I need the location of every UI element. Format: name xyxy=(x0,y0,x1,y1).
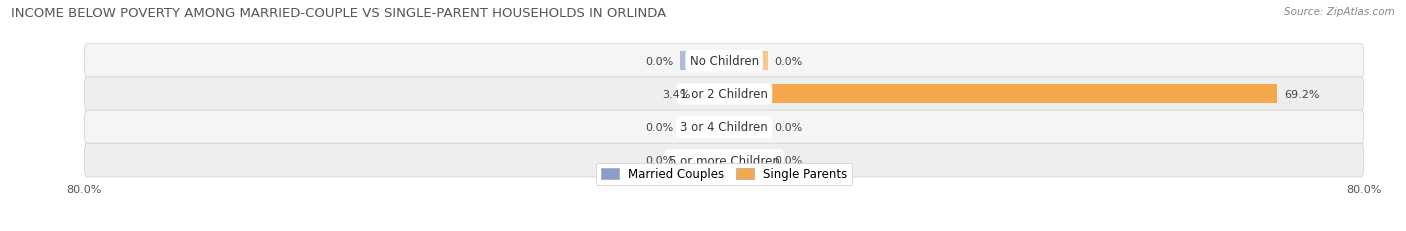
FancyBboxPatch shape xyxy=(84,45,1364,78)
Text: 0.0%: 0.0% xyxy=(645,122,673,132)
Bar xyxy=(724,118,768,137)
Text: 0.0%: 0.0% xyxy=(775,56,803,66)
Bar xyxy=(681,52,724,71)
Text: 69.2%: 69.2% xyxy=(1284,89,1319,99)
Bar xyxy=(681,118,724,137)
Legend: Married Couples, Single Parents: Married Couples, Single Parents xyxy=(596,163,852,185)
Bar xyxy=(724,52,768,71)
Text: 3.4%: 3.4% xyxy=(662,89,690,99)
Text: INCOME BELOW POVERTY AMONG MARRIED-COUPLE VS SINGLE-PARENT HOUSEHOLDS IN ORLINDA: INCOME BELOW POVERTY AMONG MARRIED-COUPL… xyxy=(11,7,666,20)
FancyBboxPatch shape xyxy=(84,143,1364,177)
Bar xyxy=(724,151,768,170)
Text: 0.0%: 0.0% xyxy=(775,155,803,165)
Bar xyxy=(697,85,724,104)
Bar xyxy=(681,151,724,170)
Text: Source: ZipAtlas.com: Source: ZipAtlas.com xyxy=(1284,7,1395,17)
FancyBboxPatch shape xyxy=(84,78,1364,111)
FancyBboxPatch shape xyxy=(84,111,1364,144)
Bar xyxy=(724,85,1278,104)
Text: 3 or 4 Children: 3 or 4 Children xyxy=(681,121,768,134)
Text: 0.0%: 0.0% xyxy=(645,155,673,165)
Text: 0.0%: 0.0% xyxy=(645,56,673,66)
Text: 5 or more Children: 5 or more Children xyxy=(669,154,779,167)
Text: 1 or 2 Children: 1 or 2 Children xyxy=(681,88,768,101)
Text: 0.0%: 0.0% xyxy=(775,122,803,132)
Text: No Children: No Children xyxy=(689,55,759,68)
